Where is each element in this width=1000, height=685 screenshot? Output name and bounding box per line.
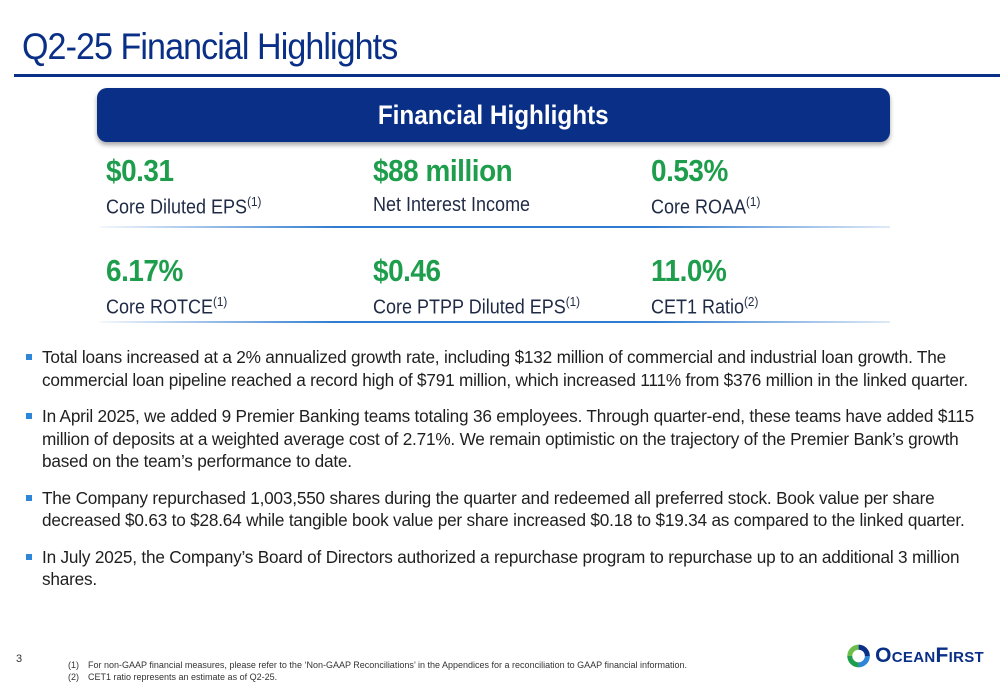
metric-label: Net Interest Income — [373, 194, 531, 216]
metric-core-ptpp-diluted-eps: $0.46 Core PTPP Diluted EPS(1) — [373, 253, 603, 320]
page-number: 3 — [16, 653, 23, 665]
footnote-ref: (1) — [247, 194, 262, 209]
wave-emblem-icon — [847, 644, 870, 668]
title-divider — [14, 74, 1000, 77]
banner-label: Financial Highlights — [378, 99, 609, 130]
page-title: Q2-25 Financial Highlights — [22, 26, 398, 67]
bullet-item: The Company repurchased 1,003,550 shares… — [24, 487, 982, 532]
metric-value: 11.0% — [651, 253, 727, 288]
metric-value: 0.53% — [651, 153, 728, 188]
metric-value: 6.17% — [106, 253, 183, 288]
bullet-square-icon — [26, 553, 32, 560]
logo-wordmark: OCEANFIRST — [875, 644, 984, 667]
metric-value: $0.31 — [106, 153, 174, 188]
footnotes: (1) For non-GAAP financial measures, plea… — [68, 659, 687, 683]
footnote-ref: (1) — [565, 294, 581, 309]
metric-cet1-ratio: 11.0% CET1 Ratio(2) — [651, 253, 770, 320]
metric-core-roaa: 0.53% Core ROAA(1) — [651, 153, 772, 220]
bullet-item: In April 2025, we added 9 Premier Bankin… — [24, 405, 982, 473]
oceanfirst-logo: OCEANFIRST — [846, 633, 984, 679]
bullet-square-icon — [26, 494, 32, 501]
financial-highlights-banner: Financial Highlights — [97, 88, 890, 142]
metric-label: Core PTPP Diluted EPS(1) — [373, 294, 581, 319]
footnote-ref: (1) — [213, 294, 228, 309]
footnote-ref: (1) — [746, 194, 761, 209]
bullet-item: Total loans increased at a 2% annualized… — [24, 346, 982, 391]
bullet-square-icon — [26, 354, 32, 360]
bullet-square-icon — [26, 413, 32, 419]
bullet-item: In July 2025, the Company’s Board of Dir… — [24, 546, 982, 591]
footnote-ref: (2) — [744, 294, 759, 309]
footnote: (2) CET1 ratio represents an estimate as … — [68, 672, 278, 682]
metric-label: Core ROAA(1) — [651, 194, 761, 219]
metric-label: CET1 Ratio(2) — [651, 294, 759, 319]
metric-core-diluted-eps: $0.31 Core Diluted EPS(1) — [106, 153, 279, 220]
metric-value: $88 million — [373, 153, 513, 188]
footnote: (1) For non-GAAP financial measures, plea… — [68, 660, 687, 670]
metric-net-interest-income: $88 million Net Interest Income — [373, 153, 548, 217]
metric-value: $0.46 — [373, 253, 441, 288]
metric-core-rotce: 6.17% Core ROTCE(1) — [106, 253, 241, 320]
highlights-bullet-list: Total loans increased at a 2% annualized… — [24, 346, 982, 605]
metric-label: Core ROTCE(1) — [106, 294, 228, 319]
metrics-row-divider — [100, 226, 890, 228]
metric-label: Core Diluted EPS(1) — [106, 194, 262, 219]
metrics-row-divider — [100, 321, 890, 323]
